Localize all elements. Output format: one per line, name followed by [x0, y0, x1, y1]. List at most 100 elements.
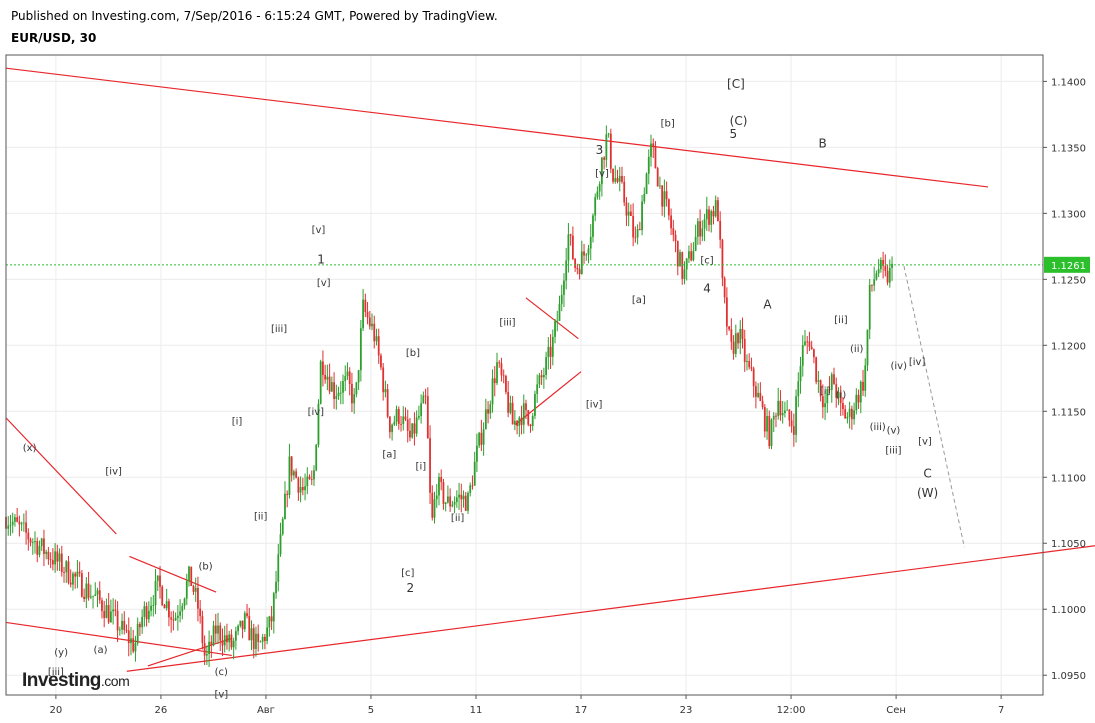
candle-body [159, 575, 161, 587]
candle-body [234, 631, 237, 641]
candle-body [712, 211, 715, 217]
candle-body [505, 376, 507, 393]
x-tick-label: 5 [368, 705, 374, 716]
candle-body [777, 400, 780, 417]
candle-body [295, 471, 298, 478]
axes: 1.0950 1.1000 1.1050 1.1100 1.1150 1.1200 1.12… [5, 54, 1086, 716]
trendline [515, 371, 582, 425]
candle-body [353, 394, 356, 404]
y-tick-label: 1.1100 [1051, 473, 1086, 484]
candle-body [152, 605, 155, 606]
candle-body [31, 542, 34, 543]
projection-line [903, 266, 965, 548]
candle-body [681, 252, 684, 279]
candle-body [621, 175, 623, 182]
x-tick-label: Авг [257, 705, 275, 716]
candle-body [623, 181, 626, 203]
candle-body [821, 396, 824, 408]
candle-body [643, 193, 646, 202]
candle-body [882, 259, 885, 267]
candle-body [433, 499, 436, 518]
candle-body [784, 410, 786, 414]
candle-body [571, 235, 574, 259]
candle-body [674, 234, 677, 241]
plot-frame [5, 54, 1044, 696]
candle-body [56, 551, 59, 562]
candle-body [132, 638, 135, 652]
candle-body [74, 573, 77, 577]
candle-body [241, 620, 244, 630]
candle-body [409, 430, 411, 438]
wave-label: (c) [215, 667, 228, 678]
candle-body [94, 594, 97, 596]
candle-body [310, 478, 313, 480]
candle-body [797, 381, 800, 397]
candle-body [527, 410, 530, 425]
candle-body [522, 403, 525, 425]
candle-body [214, 625, 217, 634]
candle-body [683, 269, 686, 279]
wave-label: [i] [820, 386, 831, 397]
candle-body [759, 392, 762, 402]
candle-body [69, 582, 72, 585]
candle-body [261, 636, 264, 642]
candle-body [696, 221, 699, 237]
candle-body [462, 495, 465, 500]
candle-body [844, 409, 847, 419]
wave-label: [iv] [909, 357, 926, 368]
candle-body [770, 419, 773, 447]
wave-label: C [923, 466, 931, 480]
candle-body [252, 628, 255, 649]
candle-body [337, 392, 340, 396]
candle-body [192, 585, 195, 592]
candle-body [761, 401, 764, 408]
x-tick-label: 7 [998, 705, 1004, 716]
logo-tld: .com [100, 673, 130, 689]
investing-logo: Investing.com [22, 670, 130, 692]
candle-body [547, 346, 550, 358]
wave-label: [ii] [451, 513, 464, 524]
wave-label: 2 [407, 581, 415, 595]
candle-body [444, 502, 447, 504]
candle-body [891, 263, 893, 268]
candle-body [326, 376, 329, 380]
candle-body [612, 168, 614, 182]
candle-body [460, 494, 463, 500]
candle-body [411, 423, 414, 438]
candle-body [480, 432, 483, 445]
candle-body [487, 409, 489, 414]
candle-body [297, 477, 300, 493]
candle-body [20, 523, 23, 525]
candle-body [299, 487, 302, 493]
candle-body [426, 396, 429, 439]
published-caption: Published on Investing.com, 7/Sep/2016 -… [11, 9, 498, 23]
wave-label: (iv) [890, 361, 907, 372]
candle-body [857, 394, 860, 403]
candle-body [237, 625, 240, 632]
candle-body [98, 590, 101, 601]
candle-body [766, 416, 768, 432]
candle-body [105, 605, 108, 618]
candle-body [243, 613, 246, 630]
candle-body [509, 402, 512, 413]
candle-body [799, 365, 802, 382]
candle-body [455, 497, 458, 503]
wave-label: [b] [406, 348, 420, 359]
candle-body [11, 521, 14, 525]
candle-body [763, 407, 766, 432]
candle-body [145, 606, 148, 620]
candle-body [614, 178, 617, 182]
candle-body [424, 395, 427, 397]
candle-body [598, 184, 601, 192]
y-tick-label: 1.1350 [1051, 143, 1086, 154]
candle-body [322, 361, 324, 375]
candle-body [168, 601, 170, 618]
wave-label: [i] [416, 461, 427, 472]
candle-body [516, 420, 518, 426]
candle-body [109, 611, 112, 623]
wave-label: [iii] [48, 667, 64, 678]
candle-body [143, 606, 146, 617]
candle-body [49, 559, 52, 561]
candle-body [364, 299, 367, 312]
